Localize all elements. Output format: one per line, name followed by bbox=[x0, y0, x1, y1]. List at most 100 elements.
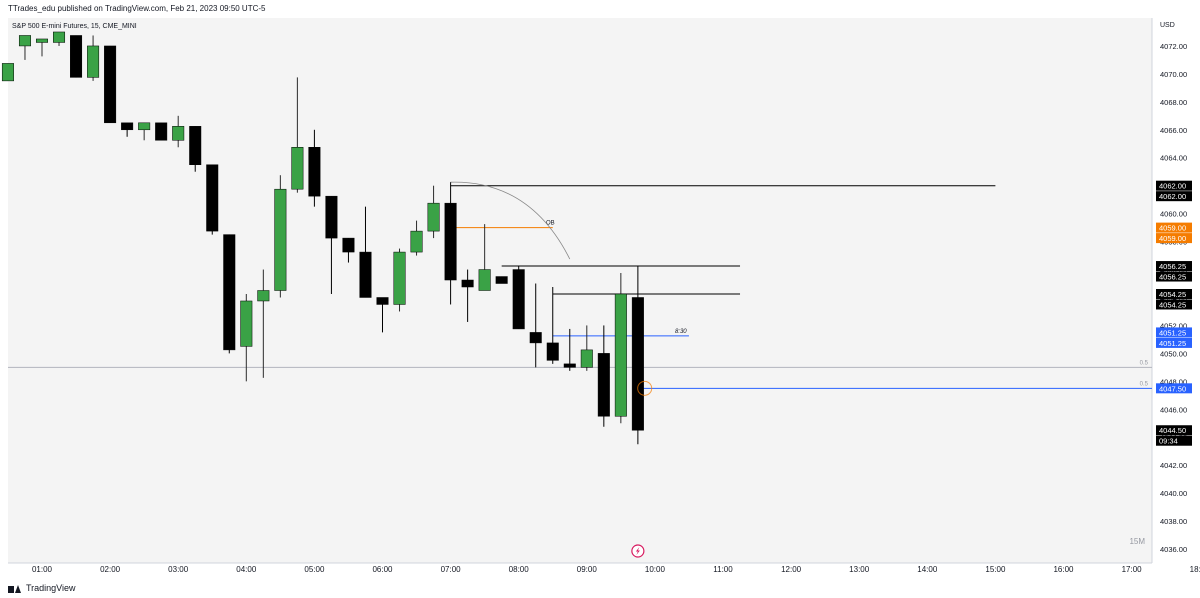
plot-background bbox=[8, 18, 1152, 563]
candle-body[interactable] bbox=[393, 251, 406, 305]
candle-body[interactable] bbox=[206, 164, 219, 232]
price-tag-label: 4056.25 bbox=[1159, 273, 1186, 282]
candle-body[interactable] bbox=[1, 63, 14, 82]
x-tick-label: 18:00 bbox=[1190, 565, 1200, 574]
price-tag[interactable] bbox=[1156, 337, 1192, 348]
candle-body[interactable] bbox=[36, 38, 48, 43]
chart-title: S&P 500 E-mini Futures, 15, CME_MINI bbox=[12, 23, 137, 30]
candle-body[interactable] bbox=[18, 35, 31, 47]
candle-body[interactable] bbox=[580, 349, 593, 368]
x-tick-label: 02:00 bbox=[100, 565, 121, 574]
candle-body[interactable] bbox=[138, 122, 151, 131]
level-label: 0.5 bbox=[1140, 381, 1149, 387]
candle-body[interactable] bbox=[189, 126, 202, 165]
candle-body[interactable] bbox=[223, 234, 236, 351]
price-tag[interactable] bbox=[1156, 191, 1192, 202]
price-tag[interactable] bbox=[1156, 180, 1192, 191]
candle-body[interactable] bbox=[478, 269, 491, 291]
price-tag-label: 4047.50 bbox=[1159, 384, 1186, 393]
candle-body[interactable] bbox=[512, 269, 525, 330]
y-tick-label: 4050.00 bbox=[1160, 349, 1187, 358]
x-tick-label: 08:00 bbox=[509, 565, 530, 574]
candle-body[interactable] bbox=[427, 202, 440, 232]
x-tick-label: 10:00 bbox=[645, 565, 666, 574]
price-tag-label: 4044.50 bbox=[1159, 426, 1186, 435]
x-tick-label: 03:00 bbox=[168, 565, 189, 574]
price-tag-label: 4051.25 bbox=[1159, 328, 1186, 337]
x-tick-label: 13:00 bbox=[849, 565, 870, 574]
price-tag-label: 4059.00 bbox=[1159, 234, 1186, 243]
y-tick-label: 4036.00 bbox=[1160, 545, 1187, 554]
price-tag[interactable] bbox=[1156, 383, 1192, 394]
candle-body[interactable] bbox=[376, 297, 389, 305]
candle-body[interactable] bbox=[274, 188, 287, 291]
candle-body[interactable] bbox=[70, 35, 83, 78]
price-tag-label: 4062.00 bbox=[1159, 182, 1186, 191]
candle-body[interactable] bbox=[444, 202, 457, 281]
candle-body[interactable] bbox=[631, 297, 644, 431]
y-tick-label: 4068.00 bbox=[1160, 98, 1187, 107]
candle-body[interactable] bbox=[529, 332, 542, 344]
price-tag[interactable] bbox=[1156, 271, 1192, 282]
candle-body[interactable] bbox=[410, 230, 423, 253]
circle-annotation[interactable] bbox=[637, 380, 653, 396]
price-tag[interactable] bbox=[1156, 299, 1192, 310]
candle-body[interactable] bbox=[614, 293, 627, 417]
y-tick-label: 4040.00 bbox=[1160, 489, 1187, 498]
x-tick-label: 12:00 bbox=[781, 565, 802, 574]
x-tick-label: 01:00 bbox=[32, 565, 53, 574]
y-tick-label: 4046.00 bbox=[1160, 405, 1187, 414]
y-tick-label: 4060.00 bbox=[1160, 210, 1187, 219]
price-tag[interactable] bbox=[1156, 233, 1192, 244]
price-tag-label: 4056.25 bbox=[1159, 262, 1186, 271]
candle-body[interactable] bbox=[172, 126, 185, 141]
candle-body[interactable] bbox=[155, 122, 168, 141]
candle-body[interactable] bbox=[104, 45, 117, 124]
x-tick-label: 07:00 bbox=[441, 565, 462, 574]
price-tag[interactable] bbox=[1156, 425, 1192, 436]
candlestick-chart[interactable]: USD S&P 500 E-mini Futures, 15, CME_MINI 4… bbox=[0, 18, 1200, 578]
x-tick-label: 15:00 bbox=[985, 565, 1006, 574]
footer-bar: TradingView bbox=[0, 578, 1200, 598]
x-tick-label: 17:00 bbox=[1122, 565, 1143, 574]
candle-body[interactable] bbox=[461, 279, 474, 288]
candle-body[interactable] bbox=[495, 276, 508, 284]
price-tag-label: 4054.25 bbox=[1159, 300, 1186, 309]
arc-annotation[interactable] bbox=[450, 181, 571, 260]
tradingview-logo-icon bbox=[8, 584, 22, 593]
x-tick-label: 04:00 bbox=[236, 565, 257, 574]
price-tag[interactable] bbox=[1156, 435, 1192, 446]
chart-area[interactable]: USD S&P 500 E-mini Futures, 15, CME_MINI 4… bbox=[0, 18, 1200, 578]
candle-body[interactable] bbox=[240, 300, 253, 347]
price-tag-label: 4062.00 bbox=[1159, 192, 1186, 201]
level-label: 0.5 bbox=[1140, 360, 1149, 366]
x-tick-label: 05:00 bbox=[304, 565, 325, 574]
candle-body[interactable] bbox=[325, 195, 338, 239]
candle-body[interactable] bbox=[308, 147, 321, 197]
candle-body[interactable] bbox=[546, 342, 559, 361]
price-tag[interactable] bbox=[1156, 327, 1192, 338]
candle-body[interactable] bbox=[342, 237, 355, 253]
price-tag[interactable] bbox=[1156, 222, 1192, 233]
candle-body[interactable] bbox=[257, 290, 270, 302]
price-tag[interactable] bbox=[1156, 288, 1192, 299]
y-tick-label: 4048.00 bbox=[1160, 377, 1187, 386]
publisher-line: TTrades_edu published on TradingView.com… bbox=[8, 4, 266, 13]
candle-body[interactable] bbox=[87, 45, 100, 78]
footer-brand: TradingView bbox=[26, 583, 76, 593]
price-tag-label: 4059.00 bbox=[1159, 224, 1186, 233]
candle-body[interactable] bbox=[291, 147, 304, 190]
price-tag-label: 4054.25 bbox=[1159, 290, 1186, 299]
candle-body[interactable] bbox=[53, 31, 66, 43]
candle-body[interactable] bbox=[359, 251, 372, 298]
y-tick-label: 4052.00 bbox=[1160, 321, 1187, 330]
candle-body[interactable] bbox=[597, 353, 610, 417]
y-tick-label: 4066.00 bbox=[1160, 126, 1187, 135]
candle-body[interactable] bbox=[121, 122, 134, 131]
candle-body[interactable] bbox=[563, 363, 576, 368]
interval-label: 15M bbox=[1129, 537, 1145, 546]
price-tag[interactable] bbox=[1156, 261, 1192, 272]
y-tick-label: 4042.00 bbox=[1160, 461, 1187, 470]
x-tick-label: 11:00 bbox=[713, 565, 733, 574]
level-label: OB bbox=[546, 221, 555, 227]
